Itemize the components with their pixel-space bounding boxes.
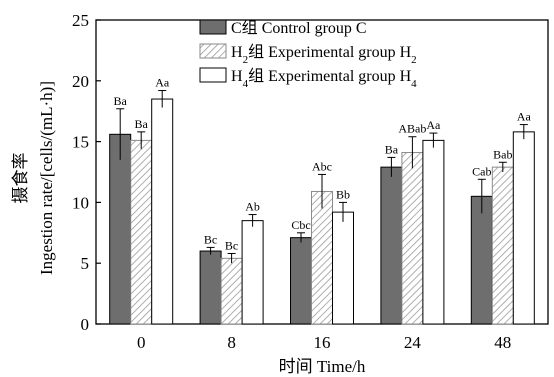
legend-swatch bbox=[199, 43, 227, 59]
y-axis-label-cn: 摄食率 bbox=[11, 153, 30, 204]
x-tick-label: 24 bbox=[404, 333, 422, 352]
bar-data-label: Aa bbox=[155, 76, 170, 90]
bar bbox=[220, 257, 243, 325]
y-axis-label: Ingestion rate/[cells/(mL·h)] bbox=[37, 81, 56, 275]
legend-label: C组 Control group C bbox=[231, 19, 367, 37]
bar bbox=[401, 152, 424, 325]
legend-swatch bbox=[199, 19, 227, 35]
x-axis-label: 时间 Time/h bbox=[279, 357, 366, 376]
legend-label: H4组 Experimental group H4 bbox=[231, 67, 417, 90]
x-tick-label: 0 bbox=[137, 333, 146, 352]
y-tick-label: 10 bbox=[72, 193, 89, 212]
bar bbox=[491, 166, 514, 325]
bar-data-label: Bc bbox=[204, 232, 217, 246]
bar bbox=[332, 211, 354, 325]
bar bbox=[290, 237, 312, 325]
x-tick-label: 48 bbox=[494, 333, 511, 352]
y-tick-label: 0 bbox=[81, 315, 90, 334]
bar-data-label: Ba bbox=[135, 117, 149, 131]
bar bbox=[109, 133, 132, 325]
bar-data-label: Ab bbox=[245, 200, 260, 214]
legend-swatch bbox=[199, 67, 227, 83]
bar-data-label: Bab bbox=[493, 147, 512, 161]
bar-data-label: Abc bbox=[312, 159, 332, 173]
bar bbox=[130, 139, 153, 325]
bar bbox=[470, 195, 493, 325]
legend: C组 Control group C H2组 Experimental group… bbox=[199, 19, 417, 90]
bar bbox=[311, 190, 333, 325]
bar-data-label: Ba bbox=[385, 142, 399, 156]
plot-area: 0 5 10 15 20 25 0 Ba Ba Aa 8 Bc Bc Ab 16 Cbc Abc Bb 24 Ba AB… bbox=[72, 11, 549, 352]
bar-data-label: Bc bbox=[225, 238, 238, 252]
bar bbox=[151, 98, 174, 325]
bar bbox=[199, 250, 222, 325]
bar-data-label: Cbc bbox=[291, 218, 310, 232]
bar-data-label: Cab bbox=[472, 164, 491, 178]
bar-data-label: Aa bbox=[426, 118, 441, 132]
y-tick-label: 25 bbox=[72, 11, 89, 30]
bar bbox=[241, 220, 264, 325]
x-tick-label: 16 bbox=[314, 333, 331, 352]
bar-data-label: Aa bbox=[517, 110, 532, 124]
y-tick-label: 5 bbox=[81, 254, 90, 273]
bar bbox=[380, 166, 403, 325]
x-tick-label: 8 bbox=[227, 333, 236, 352]
bar-data-label: Bb bbox=[336, 187, 350, 201]
y-axis-label-cn-group: 摄食率 bbox=[11, 153, 30, 204]
y-tick-label: 15 bbox=[72, 133, 89, 152]
y-axis-label-group: Ingestion rate/[cells/(mL·h)] bbox=[37, 81, 56, 275]
legend-label: H2组 Experimental group H2 bbox=[231, 43, 417, 66]
bar bbox=[512, 131, 535, 325]
bar-data-label: ABab bbox=[398, 122, 426, 136]
bar bbox=[422, 139, 445, 325]
bar-data-label: Ba bbox=[114, 94, 128, 108]
y-tick-label: 20 bbox=[72, 72, 89, 91]
